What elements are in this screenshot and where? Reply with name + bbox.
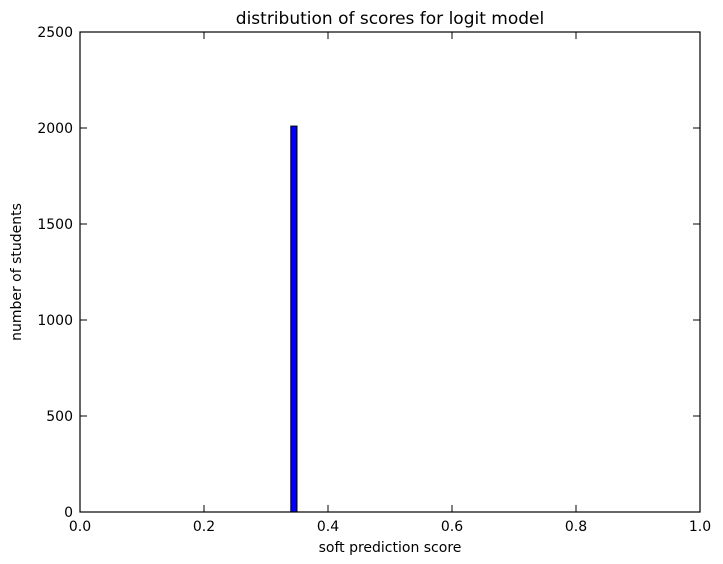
x-tick-label: 0.0 (69, 519, 91, 535)
y-tick-label: 500 (46, 409, 73, 425)
y-tick-label: 2500 (37, 25, 73, 41)
chart-title: distribution of scores for logit model (236, 9, 544, 29)
y-tick-label: 0 (64, 505, 73, 521)
y-tick-label: 1500 (37, 217, 73, 233)
y-tick-label: 1000 (37, 313, 73, 329)
y-tick-label: 2000 (37, 121, 73, 137)
x-axis-label: soft prediction score (319, 540, 462, 556)
x-tick-label: 0.2 (193, 519, 215, 535)
x-tick-label: 0.8 (565, 519, 587, 535)
y-axis-ticks: 0 500 1000 1500 2000 2500 (37, 25, 700, 521)
x-tick-label: 1.0 (689, 519, 711, 535)
plot-frame (79, 31, 701, 513)
y-axis-label: number of students (9, 203, 25, 341)
x-tick-label: 0.4 (317, 519, 339, 535)
x-tick-label: 0.6 (441, 519, 463, 535)
histogram-bar (290, 125, 298, 513)
x-axis-ticks: 0.0 0.2 0.4 0.6 0.8 1.0 (69, 32, 711, 535)
histogram-bars (290, 125, 298, 513)
